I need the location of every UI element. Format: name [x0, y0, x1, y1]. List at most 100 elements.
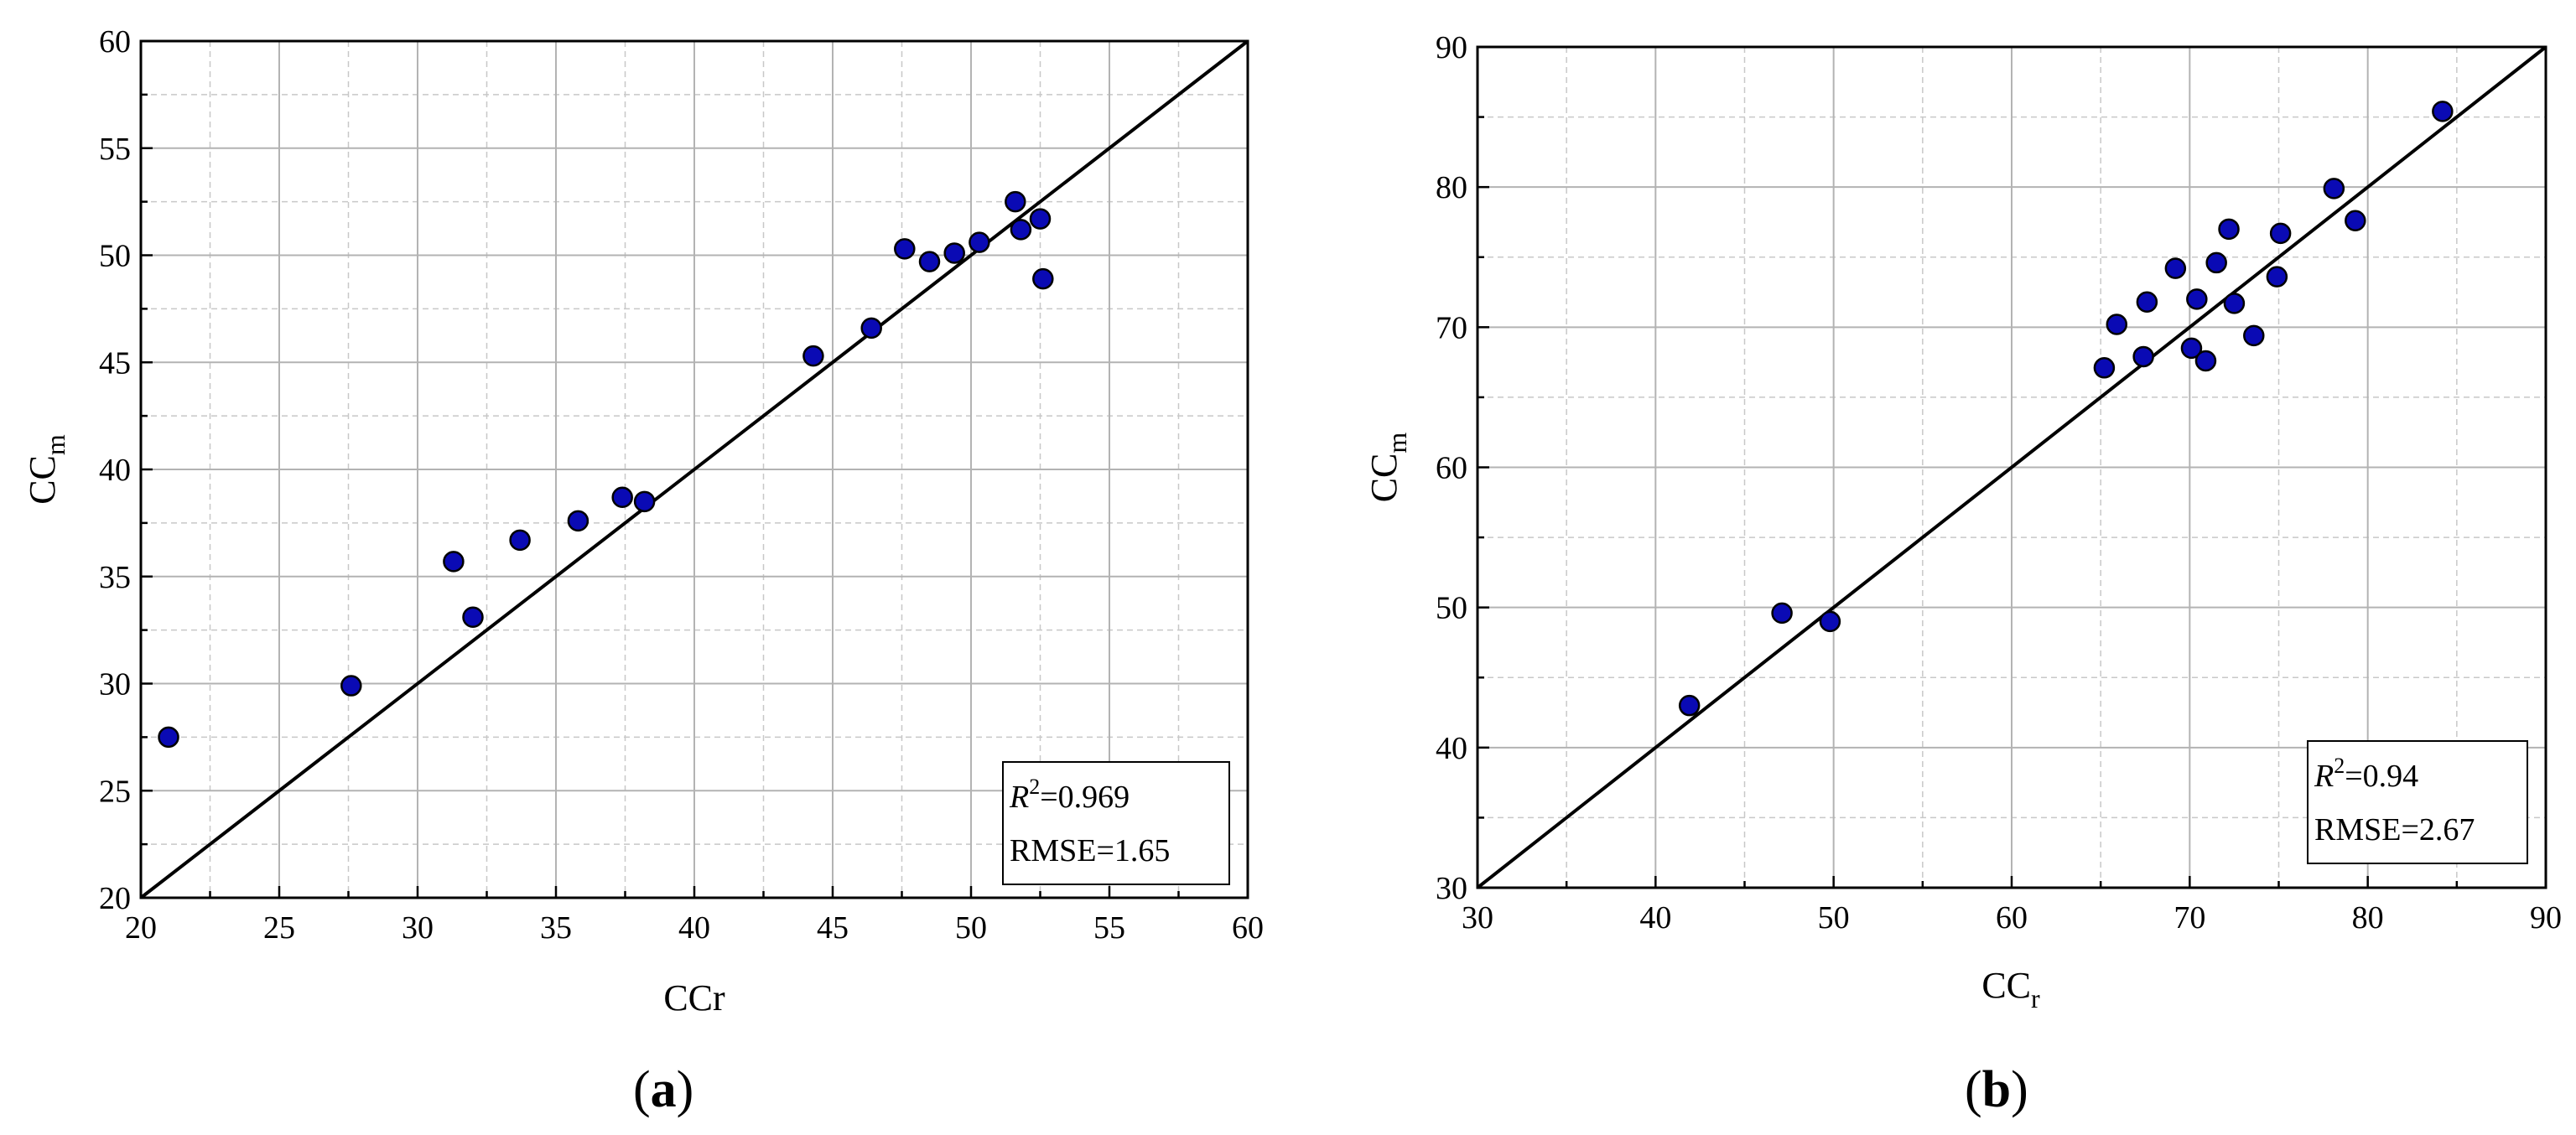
panel-caption-close: )	[677, 1061, 694, 1118]
data-point	[340, 675, 362, 697]
y-tick-label: 45	[99, 345, 131, 381]
data-point	[1029, 208, 1052, 230]
x-axis-label-sub: r	[2031, 983, 2040, 1013]
y-tick-label: 70	[1436, 310, 1467, 345]
data-point	[860, 317, 882, 339]
data-point	[1819, 610, 1841, 633]
data-point	[2186, 288, 2208, 310]
y-tick-label: 80	[1436, 170, 1467, 205]
x-tick-label: 70	[2174, 900, 2205, 935]
y-tick-label: 50	[1436, 591, 1467, 626]
data-point	[894, 238, 916, 260]
r2-label: R2=0.94	[2314, 754, 2418, 794]
data-point	[943, 242, 965, 264]
data-point	[2345, 210, 2366, 232]
data-point	[443, 551, 465, 573]
y-tick-label: 25	[99, 774, 131, 809]
y-axis-label-main: CC	[1363, 453, 1405, 503]
r2-symbol: R	[1009, 780, 1029, 815]
x-tick-label: 20	[125, 910, 157, 946]
x-tick-label: 25	[263, 910, 295, 946]
y-tick-label: 35	[99, 560, 131, 595]
y-axis-label-sub: m	[40, 434, 70, 455]
x-tick-label: 30	[1462, 900, 1493, 935]
y-tick-label: 30	[99, 667, 131, 702]
data-point	[2132, 345, 2154, 368]
x-axis-label-main: CC	[1981, 965, 2031, 1006]
panel-caption-open: (	[1965, 1061, 1982, 1118]
data-point	[633, 490, 656, 513]
data-point	[802, 345, 824, 367]
r2-symbol: R	[2314, 759, 2334, 794]
data-point	[462, 606, 484, 629]
y-tick-label: 60	[99, 24, 131, 60]
data-point	[158, 726, 179, 749]
data-points	[1678, 101, 2454, 717]
x-axis-label: CCr	[663, 977, 725, 1018]
r2-value: =0.94	[2345, 759, 2418, 794]
data-point	[2205, 251, 2227, 274]
reference-line	[139, 39, 1249, 899]
data-point	[611, 486, 633, 508]
y-axis-label: CCm	[22, 434, 70, 505]
r2-value: =0.969	[1040, 780, 1130, 815]
x-tick-label: 50	[1818, 900, 1850, 935]
panel-caption-letter: b	[1982, 1061, 2011, 1118]
x-tick-label: 50	[955, 910, 987, 946]
r2-exponent: 2	[2334, 754, 2345, 778]
data-point	[2243, 324, 2265, 347]
panel-caption-letter: a	[651, 1061, 677, 1118]
stats-box	[1002, 761, 1230, 885]
data-point	[2432, 101, 2454, 122]
data-point	[2136, 291, 2158, 313]
data-point	[2323, 178, 2345, 200]
stats-box	[2307, 740, 2528, 864]
reference-line	[1476, 45, 2547, 889]
data-point	[969, 231, 990, 253]
x-axis-label-text: CCr	[663, 977, 725, 1018]
x-tick-label: 40	[678, 910, 710, 946]
y-axis-label-main: CC	[22, 455, 63, 505]
plot-frame	[1476, 45, 2547, 889]
y-tick-label: 90	[1436, 30, 1467, 65]
data-point	[2093, 357, 2116, 379]
x-tick-label: 60	[1996, 900, 2028, 935]
data-point	[1010, 219, 1032, 241]
rmse-label: RMSE=1.65	[1010, 833, 1170, 868]
data-point	[2180, 337, 2203, 360]
x-tick-label: 80	[2352, 900, 2384, 935]
y-tick-label: 40	[99, 453, 131, 488]
data-points	[158, 190, 1054, 749]
plot-frame	[139, 39, 1249, 899]
data-point	[509, 529, 531, 552]
data-point	[2164, 257, 2187, 279]
y-tick-label: 50	[99, 239, 131, 274]
data-point	[1005, 190, 1026, 213]
y-axis-label-sub: m	[1382, 433, 1412, 453]
r2-label: R2=0.969	[1009, 775, 1130, 815]
data-point	[1032, 267, 1054, 290]
panel-caption: (a)	[633, 1061, 693, 1118]
chart-panel-b: 30 40 50 60 70 80 90 30 40 50 60 70 80 90 R2=0.94 RMSE=…	[1363, 30, 2562, 1118]
x-tick-label: 45	[817, 910, 849, 946]
x-tick-label: 60	[1232, 910, 1264, 946]
data-point	[2218, 218, 2240, 241]
x-tick-label: 90	[2530, 900, 2562, 935]
y-tick-label: 55	[99, 132, 131, 167]
data-point	[1771, 602, 1793, 625]
rmse-label: RMSE=2.67	[2314, 812, 2475, 847]
y-tick-label: 40	[1436, 731, 1467, 766]
y-tick-label: 20	[99, 881, 131, 916]
x-axis-label: CCr	[1981, 965, 2040, 1013]
data-point	[918, 251, 941, 272]
y-axis-label: CCm	[1363, 433, 1412, 503]
data-point	[567, 510, 589, 532]
data-point	[2194, 350, 2217, 372]
panel-caption-open: (	[633, 1061, 651, 1118]
panel-caption-close: )	[2011, 1061, 2028, 1118]
data-point	[2266, 266, 2288, 288]
x-tick-label: 30	[402, 910, 434, 946]
data-point	[2223, 293, 2246, 314]
panel-caption: (b)	[1965, 1061, 2028, 1118]
